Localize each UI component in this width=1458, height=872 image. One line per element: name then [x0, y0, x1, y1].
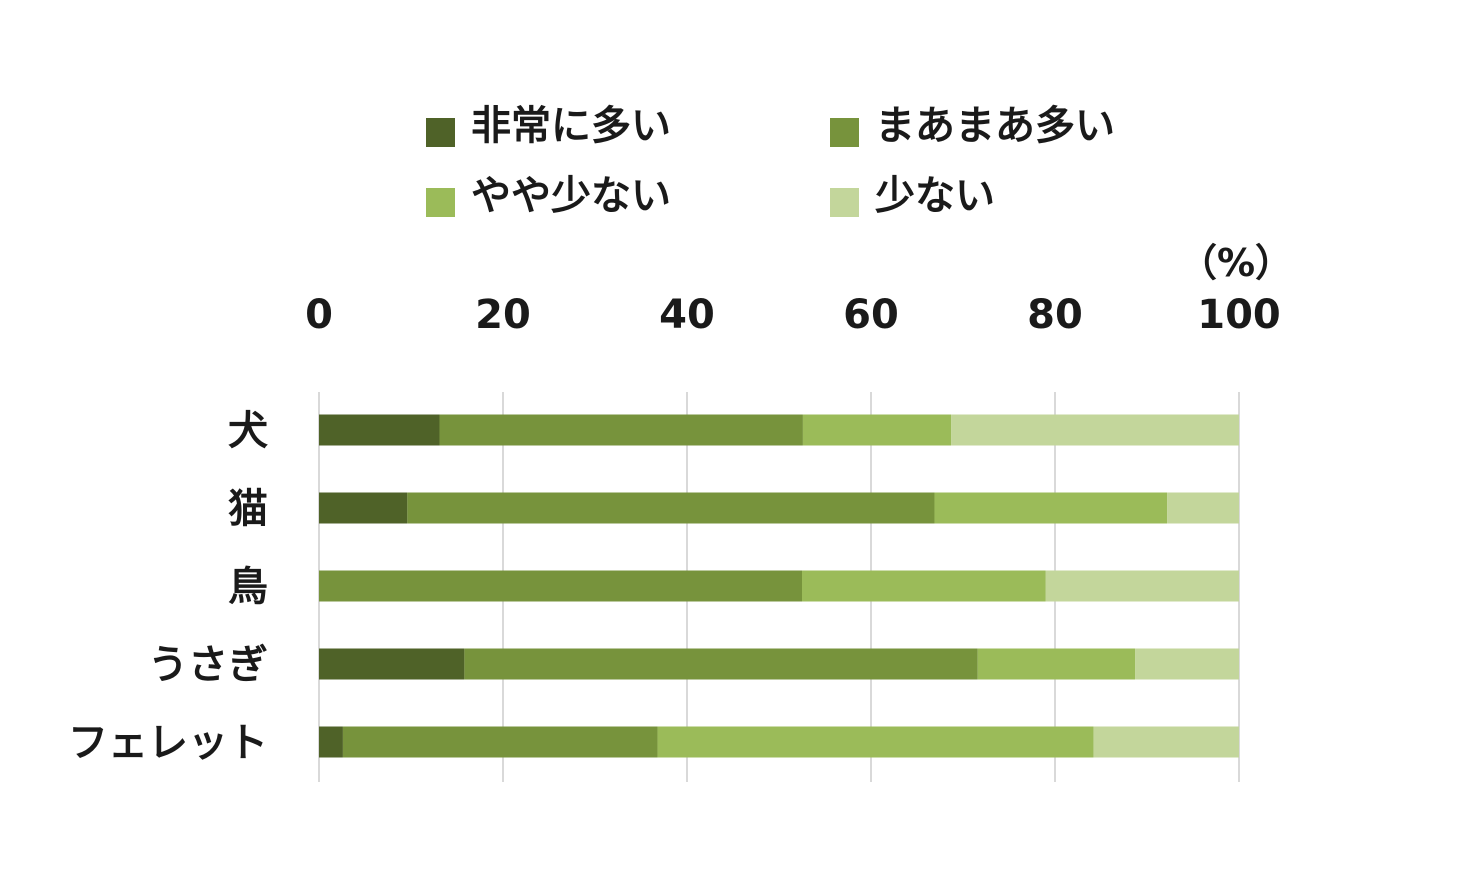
x-tick-label: 0	[305, 292, 333, 338]
y-category-label: 犬	[228, 408, 268, 454]
bar-segment	[1167, 492, 1239, 524]
x-axis-ticks: 0 20 40 60 80 100	[305, 292, 1281, 338]
bar-segment	[319, 570, 802, 602]
bar-segment	[934, 492, 1168, 524]
legend-swatch	[426, 188, 455, 217]
bar-segment	[407, 492, 935, 524]
bars	[319, 414, 1239, 758]
x-tick-label: 100	[1197, 292, 1281, 338]
legend-label: まあまあ多い	[875, 103, 1115, 149]
legend-swatch	[426, 118, 455, 147]
y-category-label: フェレット	[68, 720, 268, 766]
legend-swatch	[830, 188, 859, 217]
bar-segment	[464, 648, 978, 680]
bar-segment	[439, 414, 803, 446]
bar-segment	[802, 414, 952, 446]
unit-label: （%）	[1179, 241, 1293, 285]
bar-segment	[802, 570, 1046, 602]
bar-segment	[951, 414, 1239, 446]
bar-segment	[319, 726, 343, 758]
x-tick-label: 40	[659, 292, 715, 338]
bar-segment	[1093, 726, 1239, 758]
x-tick-label: 20	[475, 292, 531, 338]
bar-segment	[319, 492, 408, 524]
bar-segment	[1045, 570, 1239, 602]
x-tick-label: 60	[843, 292, 899, 338]
bar-segment	[319, 414, 440, 446]
bar-segment	[977, 648, 1136, 680]
legend-label: やや少ない	[471, 173, 671, 219]
y-category-label: 猫	[228, 486, 268, 532]
bar-segment	[1135, 648, 1239, 680]
bar-segment	[342, 726, 658, 758]
bar-segment	[657, 726, 1094, 758]
legend-label: 非常に多い	[471, 103, 671, 149]
y-category-label: 鳥	[228, 564, 268, 610]
x-tick-label: 80	[1027, 292, 1083, 338]
y-category-label: うさぎ	[148, 642, 268, 688]
legend-label: 少ない	[875, 173, 995, 219]
bar-segment	[319, 648, 465, 680]
legend-swatch	[830, 118, 859, 147]
